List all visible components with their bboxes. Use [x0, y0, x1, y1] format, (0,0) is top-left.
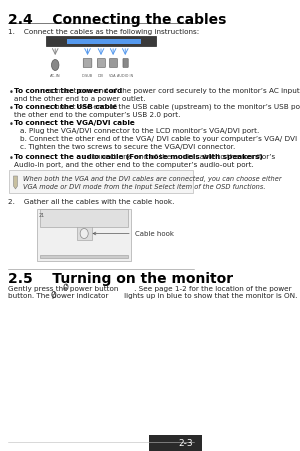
- Text: 1.    Connect the cables as the following instructions:: 1. Connect the cables as the following i…: [8, 29, 199, 35]
- Text: VGA: VGA: [110, 74, 117, 78]
- Circle shape: [52, 60, 59, 71]
- Polygon shape: [14, 177, 17, 189]
- Bar: [40, 255, 128, 258]
- Text: the other end to the computer’s USB 2.0 port.: the other end to the computer’s USB 2.0 …: [14, 111, 181, 117]
- Text: •: •: [9, 88, 14, 97]
- FancyBboxPatch shape: [83, 60, 92, 68]
- Text: 2.5    Turning on the monitor: 2.5 Turning on the monitor: [8, 272, 233, 286]
- Text: To connect the USB cable: To connect the USB cable: [14, 104, 117, 110]
- Text: •: •: [9, 120, 14, 129]
- Text: :: :: [47, 120, 50, 126]
- Text: AC-IN: AC-IN: [50, 74, 61, 78]
- Text: •: •: [9, 154, 14, 163]
- Text: Gently press the power button       . See page 1-2 for the location of the power: Gently press the power button . See page…: [8, 285, 292, 291]
- Bar: [77, 222, 92, 240]
- Text: To connect the VGA/DVI cable: To connect the VGA/DVI cable: [14, 120, 135, 126]
- Bar: [149, 435, 202, 451]
- Text: 2.4    Connecting the cables: 2.4 Connecting the cables: [8, 13, 226, 27]
- Text: Audio-in port, and the other end to the computer’s audio-out port.: Audio-in port, and the other end to the …: [14, 161, 254, 167]
- Text: VGA mode or DVI mode from the Input Select item of the OSD functions.: VGA mode or DVI mode from the Input Sele…: [23, 183, 266, 189]
- Ellipse shape: [80, 229, 88, 239]
- FancyBboxPatch shape: [110, 60, 117, 68]
- Text: 2.    Gather all the cables with the cable hook.: 2. Gather all the cables with the cable …: [8, 198, 175, 205]
- Bar: [67, 40, 141, 45]
- Text: D-SUB: D-SUB: [82, 74, 93, 78]
- Text: DVI: DVI: [98, 74, 104, 78]
- Text: : connect one end of the power cord securely to the monitor’s AC input port,: : connect one end of the power cord secu…: [44, 88, 300, 94]
- Text: 21: 21: [39, 213, 45, 218]
- FancyBboxPatch shape: [123, 60, 128, 68]
- Text: b. Connect the other end of the VGA/ DVI cable to your computer’s VGA/ DVI port.: b. Connect the other end of the VGA/ DVI…: [20, 136, 300, 142]
- Bar: [46, 37, 156, 47]
- Bar: [9, 170, 193, 193]
- Text: To connect the audio cable (For those models with speakers): To connect the audio cable (For those mo…: [14, 154, 263, 160]
- FancyBboxPatch shape: [98, 60, 105, 68]
- Text: c. Tighten the two screws to secure the VGA/DVI connector.: c. Tighten the two screws to secure the …: [20, 144, 235, 150]
- Text: 2-3: 2-3: [178, 438, 193, 447]
- Text: AUDIO IN: AUDIO IN: [117, 74, 133, 78]
- Bar: [37, 209, 131, 261]
- Text: and the other end to a power outlet.: and the other end to a power outlet.: [14, 95, 146, 101]
- Text: •: •: [9, 104, 14, 113]
- Text: : connect one end of the USB cable (upstream) to the monitor’s USB port, and: : connect one end of the USB cable (upst…: [42, 104, 300, 110]
- Text: button. The power indicator       lights up in blue to show that the monitor is : button. The power indicator lights up in…: [8, 292, 298, 299]
- Text: When both the VGA and the DVI cables are connected, you can choose either: When both the VGA and the DVI cables are…: [23, 175, 281, 182]
- Bar: [40, 209, 128, 227]
- Text: a. Plug the VGA/DVI connector to the LCD monitor’s VGA/DVI port.: a. Plug the VGA/DVI connector to the LCD…: [20, 127, 260, 133]
- Text: To connect the power cord: To connect the power cord: [14, 88, 122, 94]
- Text: Cable hook: Cable hook: [93, 231, 174, 237]
- Text: : connect one end of the audio cable to the monitor’s: : connect one end of the audio cable to …: [83, 154, 275, 160]
